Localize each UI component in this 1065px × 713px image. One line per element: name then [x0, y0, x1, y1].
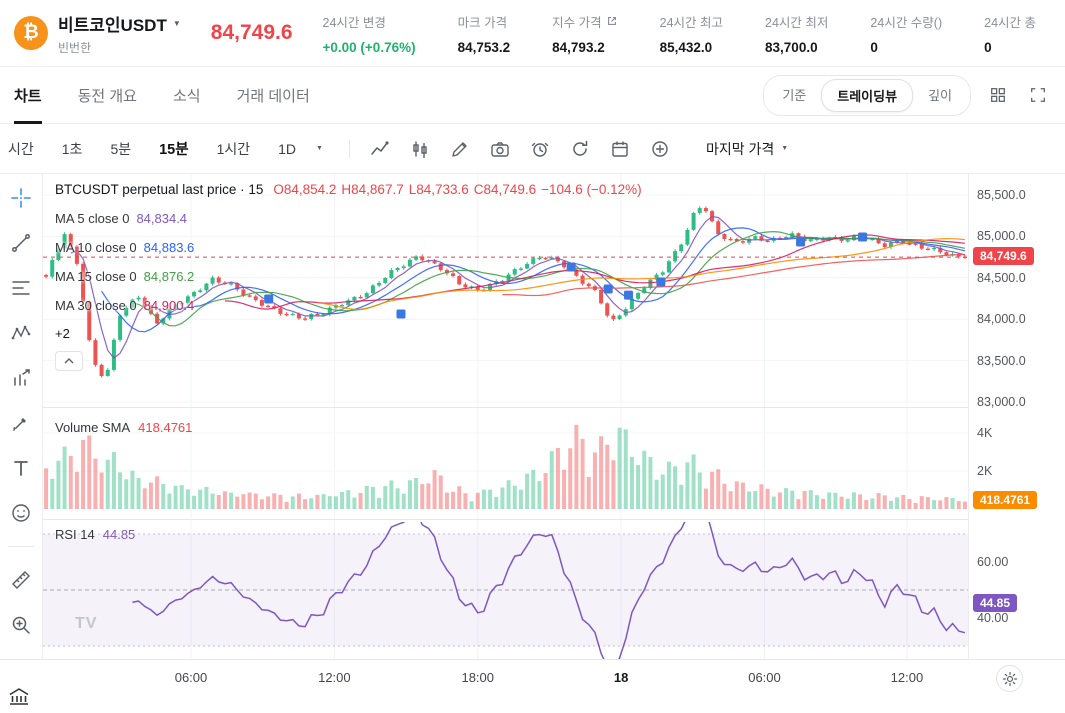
symbol-selector[interactable]: ₿ 비트코인USDT ▼ 빈번한 [14, 11, 181, 56]
trade-marker [624, 290, 634, 300]
stat-24h-high: 24시간 최고 85,432.0 [659, 15, 724, 55]
stat-mark-price: 마크 가격 84,753.2 [457, 15, 511, 55]
time-tick-label: 18:00 [461, 670, 495, 685]
collapse-pane-button[interactable] [55, 351, 83, 371]
mode-depth[interactable]: 깊이 [928, 87, 952, 103]
chart-mode-switch: 기준 트레이딩뷰 깊이 [763, 74, 971, 116]
price-tick-label: 84,500.0 [977, 270, 1026, 285]
alert-clock-icon[interactable] [525, 134, 555, 164]
tab-coin-overview[interactable]: 동전 개요 [77, 87, 137, 105]
xabcd-pattern-icon[interactable] [9, 321, 33, 345]
bottom-strip [0, 688, 1065, 712]
time-tick-label: 06:00 [174, 670, 208, 685]
add-indicator-icon[interactable] [645, 134, 675, 164]
interval-15m[interactable]: 15분 [159, 142, 189, 158]
header-last-price: 84,749.6 [210, 21, 293, 44]
stat-24h-turnover: 24시간 총 0 [984, 15, 1037, 55]
price-source-dropdown[interactable]: 마지막 가격 ▼ [705, 140, 789, 157]
tab-trade-data[interactable]: 거래 데이터 [236, 87, 310, 105]
time-tick-label: 12:00 [318, 670, 351, 685]
crosshair-icon[interactable] [9, 186, 33, 210]
time-tick-label: 12:00 [890, 670, 924, 685]
chevron-down-icon: ▼ [172, 18, 181, 28]
price-tick-label: 84,000.0 [977, 312, 1026, 327]
layout-grid-icon[interactable] [985, 82, 1011, 108]
volume-sma-tag: 418.4761 [973, 491, 1038, 510]
calendar-icon[interactable] [605, 134, 635, 164]
stat-index-price: 지수 가격 84,793.2 [552, 12, 617, 55]
chevron-up-icon [64, 358, 74, 364]
exchange-home-icon[interactable] [7, 685, 31, 713]
interval-group-label: 시간 [8, 140, 34, 157]
chart-toolbar: 시간 1초 5분 15분 1시간 1D ▼ 마지 [0, 124, 1065, 174]
projection-icon[interactable] [9, 366, 33, 390]
trade-marker [603, 284, 613, 294]
chevron-down-icon: ▼ [781, 145, 789, 152]
mode-standard[interactable]: 기준 [782, 87, 807, 103]
ruler-icon[interactable] [9, 568, 33, 592]
tab-chart[interactable]: 차트 [14, 67, 42, 124]
drawing-toolbar [0, 174, 43, 659]
trade-marker [656, 277, 666, 287]
trade-marker [796, 237, 806, 247]
toolbar-divider [8, 546, 34, 547]
last-price-tag: 84,749.6 [973, 247, 1034, 266]
trade-marker [264, 294, 274, 304]
draw-pencil-icon[interactable] [445, 134, 475, 164]
price-tick-label: 85,500.0 [977, 188, 1026, 202]
rsi-tick-label: 40.00 [977, 611, 1009, 625]
trade-marker [858, 232, 868, 242]
ticker-stats: 24시간 변경 +0.00 (+0.76%) 마크 가격 84,753.2 지수… [323, 12, 1037, 55]
interval-5m[interactable]: 5분 [110, 140, 132, 157]
external-link-icon[interactable] [606, 15, 618, 27]
price-tick-label: 83,000.0 [977, 395, 1026, 409]
stat-24h-low: 24시간 최저 83,700.0 [765, 15, 829, 55]
trendline-icon[interactable] [9, 231, 33, 255]
mode-tradingview[interactable]: 트레이딩뷰 [821, 78, 914, 112]
rsi-tag: 44.85 [973, 594, 1018, 613]
candle-style-icon[interactable] [405, 134, 435, 164]
trade-marker [396, 309, 406, 319]
stat-24h-volume: 24시간 수량() 0 [870, 15, 943, 55]
text-tool-icon[interactable] [9, 456, 33, 480]
refresh-icon[interactable] [565, 134, 595, 164]
fib-retracement-icon[interactable] [9, 276, 33, 300]
tab-bar: 차트 동전 개요 소식 거래 데이터 기준 트레이딩뷰 깊이 [0, 67, 1065, 124]
price-axis[interactable]: 85,500.0 85,000.0 84,500.0 84,000.0 83,500.0… [968, 174, 1065, 659]
indicator-icon[interactable] [365, 134, 395, 164]
stat-24h-change: 24시간 변경 +0.00 (+0.76%) [322, 15, 416, 55]
time-tick-label: 18 [613, 670, 629, 685]
rsi-tick-label: 60.00 [977, 555, 1009, 569]
tradingview-logo[interactable]: TV [75, 615, 98, 632]
interval-1h[interactable]: 1시간 [216, 140, 251, 157]
time-tick-label: 06:00 [748, 670, 781, 685]
fullscreen-icon[interactable] [1025, 82, 1051, 108]
emoji-icon[interactable] [9, 501, 33, 525]
price-tick-label: 85,000.0 [977, 229, 1026, 244]
symbol-subtitle: 빈번한 [58, 40, 92, 55]
brush-icon[interactable] [9, 411, 33, 435]
interval-1d[interactable]: 1D [278, 140, 297, 157]
interval-dropdown-icon[interactable]: ▼ [316, 145, 323, 152]
bitcoin-logo-icon: ₿ [14, 16, 48, 50]
interval-1s[interactable]: 1초 [61, 140, 83, 157]
price-tick-label: 83,500.0 [977, 353, 1026, 368]
chart-area: BTCUSDT perpetual last price · 15 O84,85… [0, 174, 1065, 659]
more-indicators-badge[interactable]: +2 [55, 326, 70, 341]
toolbar-divider [348, 139, 350, 158]
volume-tick-label: 4K [977, 426, 993, 440]
tab-news[interactable]: 소식 [172, 87, 201, 105]
trade-marker [566, 262, 576, 272]
time-axis[interactable]: 06:00 12:00 18:00 18 06:00 12:00 [0, 659, 1065, 697]
chart-canvas[interactable]: BTCUSDT perpetual last price · 15 O84,85… [43, 174, 968, 659]
screenshot-camera-icon[interactable] [485, 134, 515, 164]
volume-tick-label: 2K [977, 464, 993, 478]
chart-settings-icon[interactable] [996, 665, 1023, 692]
ticker-header: ₿ 비트코인USDT ▼ 빈번한 84,749.6 24시간 변경 +0.00 … [0, 0, 1065, 67]
zoom-in-icon[interactable] [9, 613, 33, 637]
symbol-name: 비트코인USDT [58, 15, 167, 35]
